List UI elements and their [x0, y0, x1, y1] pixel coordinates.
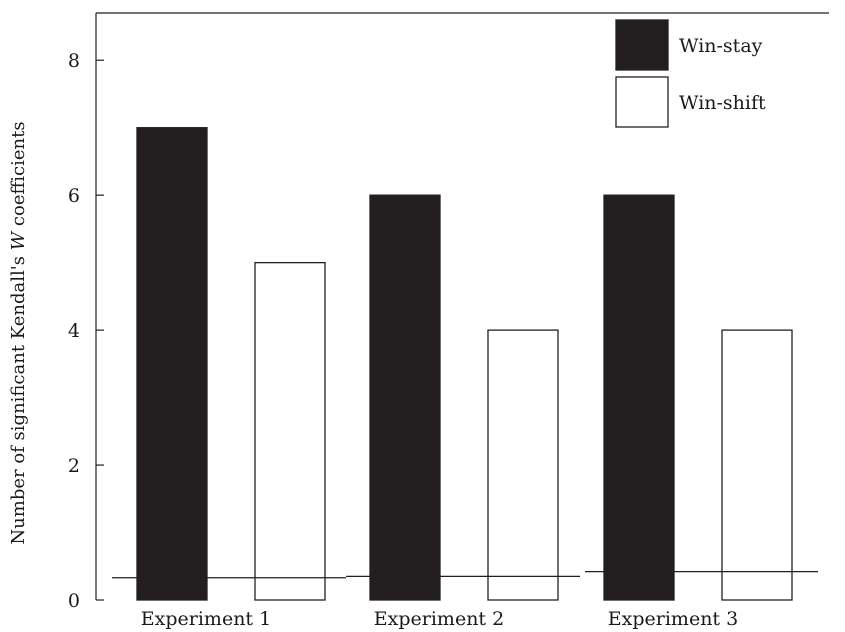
y-tick-label: 8 — [68, 50, 80, 72]
y-tick-label: 4 — [68, 320, 80, 342]
legend-label-win-stay: Win-stay — [679, 35, 763, 57]
bar-win-stay — [137, 128, 207, 600]
x-category-label: Experiment 1 — [141, 608, 271, 630]
legend-swatch-win-stay — [616, 20, 668, 70]
y-tick-label: 6 — [68, 185, 80, 207]
y-axis-title-italic: W — [8, 230, 29, 250]
reference-lines — [112, 572, 818, 578]
bar-win-stay — [604, 195, 674, 600]
bar-win-shift — [722, 330, 792, 600]
x-category-label: Experiment 3 — [608, 608, 738, 630]
y-axis-title: Number of significant Kendall's W coeffi… — [8, 121, 29, 544]
y-axis-title-suffix: coefficients — [8, 121, 29, 231]
y-axis-title-prefix: Number of significant Kendall's — [8, 250, 29, 544]
legend: Win-stay Win-shift — [616, 20, 766, 127]
y-tick-label: 2 — [68, 455, 80, 477]
legend-label-win-shift: Win-shift — [679, 92, 766, 114]
x-category-label: Experiment 2 — [374, 608, 504, 630]
bar-win-shift — [488, 330, 558, 600]
bar-win-stay — [370, 195, 440, 600]
bars: Experiment 1 Experiment 2 Experiment 3 — [137, 128, 792, 630]
legend-swatch-win-shift — [616, 77, 668, 127]
bar-win-shift — [255, 263, 325, 600]
y-tick-label: 0 — [68, 590, 80, 612]
